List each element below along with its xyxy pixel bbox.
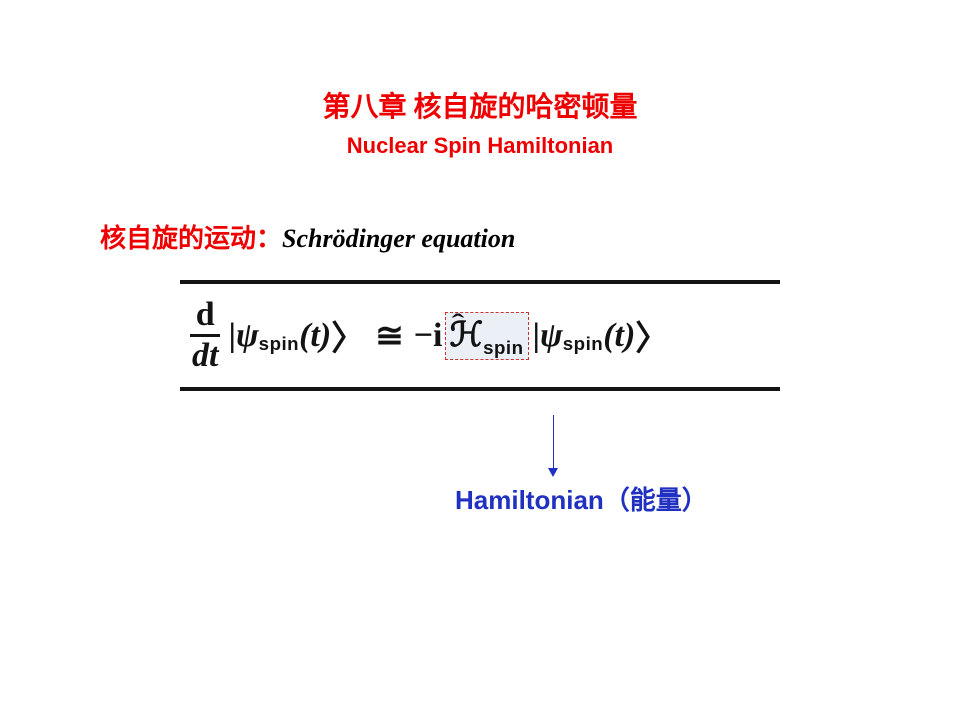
psi-left-subscript: spin <box>259 333 299 355</box>
callout-arrow-icon <box>548 468 558 477</box>
chapter-title-en: Nuclear Spin Hamiltonian <box>0 133 960 159</box>
time-arg-right: (t) <box>603 317 635 355</box>
ket-close-right: 〉 <box>635 311 669 360</box>
chapter-title-cn: 第八章 核自旋的哈密顿量 <box>0 85 960 125</box>
approx-equal: ≅ <box>375 316 404 356</box>
section-heading: 核自旋的运动：Schrödinger equation <box>100 218 515 255</box>
callout-label-cn: （能量） <box>604 486 708 515</box>
psi-right-subscript: spin <box>563 333 603 355</box>
minus-i: −i <box>414 317 443 355</box>
hamiltonian-box: ˆ ℋ spin <box>445 312 529 360</box>
section-heading-en: Schrödinger equation <box>282 224 515 253</box>
bottom-rule <box>180 387 780 391</box>
psi-left: ψ <box>236 317 259 355</box>
hamiltonian-subscript: spin <box>483 337 523 359</box>
callout-label-en: Hamiltonian <box>455 485 604 515</box>
section-heading-cn: 核自旋的运动： <box>100 224 282 253</box>
schrodinger-equation: d dt | ψ spin (t) 〉 ≅ −i ˆ ℋ spin | ψ sp… <box>150 284 810 387</box>
ket-close-left: 〉 <box>331 311 365 360</box>
ket-open-right: | <box>533 317 541 355</box>
callout-line <box>553 415 554 470</box>
slide: 第八章 核自旋的哈密顿量 Nuclear Spin Hamiltonian 核自… <box>0 0 960 720</box>
fraction-numerator: d <box>194 298 217 334</box>
hamiltonian-hat: ˆ <box>451 311 464 338</box>
psi-right: ψ <box>540 317 563 355</box>
ket-open-left: | <box>228 317 236 355</box>
equation-block: d dt | ψ spin (t) 〉 ≅ −i ˆ ℋ spin | ψ sp… <box>150 280 810 391</box>
d-dt-fraction: d dt <box>190 298 220 373</box>
callout-label: Hamiltonian（能量） <box>455 480 708 517</box>
time-arg-left: (t) <box>299 317 331 355</box>
fraction-denominator: dt <box>190 337 220 373</box>
